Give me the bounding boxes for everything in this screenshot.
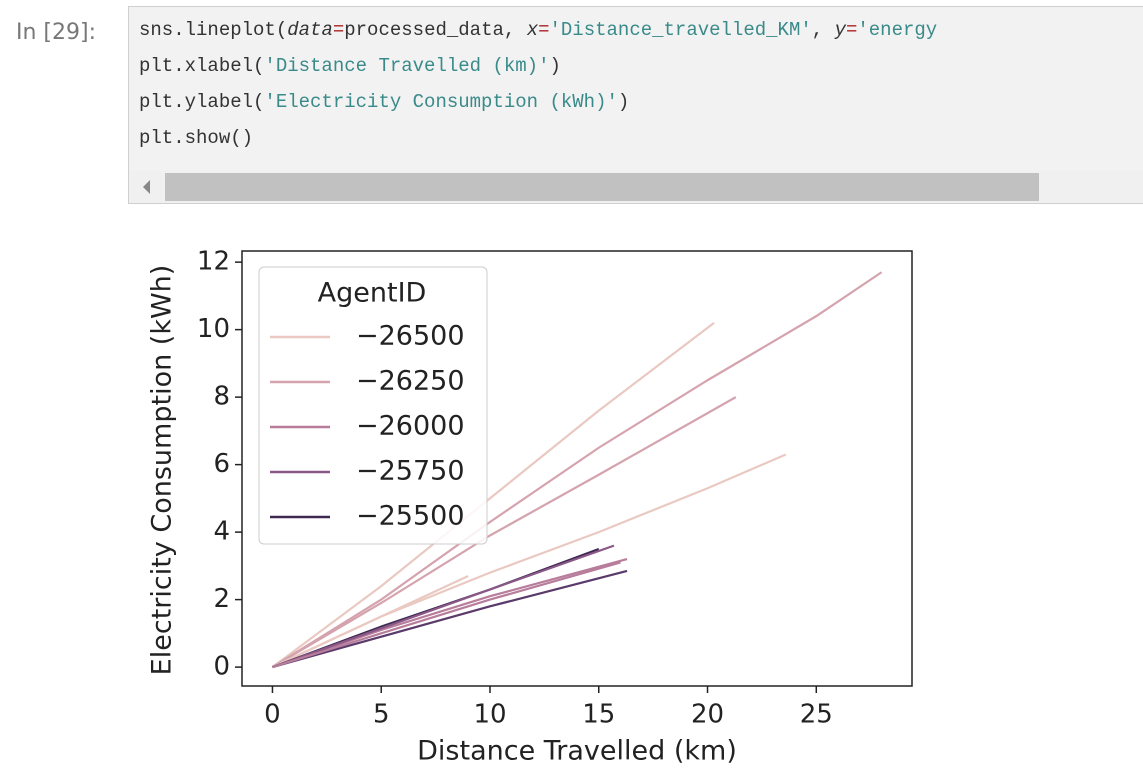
series-line <box>272 561 621 669</box>
y-tick-label: 6 <box>213 449 230 479</box>
code-token: 'Distance Travelled (km)' <box>264 55 550 77</box>
code-token: sns.lineplot( <box>139 19 288 41</box>
x-tick-label: 20 <box>691 700 724 730</box>
y-axis-label: Electricity Consumption (kWh) <box>147 265 178 676</box>
code-line: plt.show() <box>139 127 937 163</box>
code-line: sns.lineplot(data=processed_data, x='Dis… <box>139 19 937 55</box>
code: sns.lineplot(data=processed_data, x='Dis… <box>139 19 937 163</box>
code-token: 'Distance_travelled_KM' <box>549 19 812 41</box>
code-token: = <box>845 19 858 41</box>
series-line <box>271 322 715 668</box>
code-token: ) <box>617 91 630 113</box>
legend-title: AgentID <box>318 278 427 309</box>
code-token: ) <box>549 55 561 77</box>
x-axis-label: Distance Travelled (km) <box>417 736 737 767</box>
legend-label: −26000 <box>356 411 465 442</box>
code-line: plt.xlabel('Distance Travelled (km)') <box>139 55 937 91</box>
series-line <box>272 544 615 669</box>
code-token: , <box>811 19 835 41</box>
code-token: 'energy <box>857 19 938 41</box>
scroll-thumb[interactable] <box>165 173 1039 201</box>
y-tick-label: 12 <box>197 247 230 277</box>
y-tick-label: 8 <box>213 382 230 412</box>
legend-label: −26250 <box>356 366 465 397</box>
y-tick-label: 4 <box>213 517 230 547</box>
series-line <box>271 271 883 669</box>
series-line <box>272 569 628 669</box>
scroll-left[interactable] <box>143 180 150 194</box>
code-token: data <box>287 19 333 41</box>
y-tick-label: 0 <box>213 652 230 682</box>
x-tick-label: 25 <box>800 700 833 730</box>
x-tick-label: 15 <box>582 700 615 730</box>
code-token: = <box>332 19 345 41</box>
x-tick-label: 5 <box>373 700 390 730</box>
legend-label: −25750 <box>356 456 465 487</box>
legend-label: −25500 <box>356 501 465 532</box>
code-token: 'Electricity Consumption (kWh)' <box>264 91 618 113</box>
code-token: plt.show() <box>139 127 254 149</box>
y-tick-label: 2 <box>213 584 230 614</box>
scrollbar[interactable] <box>129 171 1143 203</box>
code-token: y <box>834 19 846 41</box>
code-line: plt.ylabel('Electricity Consumption (kWh… <box>139 91 937 127</box>
code-token: x <box>526 19 539 41</box>
series-line <box>271 574 469 669</box>
cell-prompt: In [29]: <box>16 20 96 45</box>
code-token: plt.ylabel( <box>139 91 265 113</box>
code-token: plt.xlabel( <box>139 55 265 77</box>
code-cell[interactable]: sns.lineplot(data=processed_data, x='Dis… <box>128 6 1143 204</box>
y-tick-label: 10 <box>197 314 230 344</box>
plot-frame <box>241 250 913 687</box>
x-tick-label: 10 <box>473 700 506 730</box>
code-token: processed_data, <box>344 19 527 41</box>
code-token: = <box>538 19 550 41</box>
legend-label: −26500 <box>356 321 465 352</box>
x-tick-label: 0 <box>264 700 281 730</box>
series-line <box>271 396 737 669</box>
